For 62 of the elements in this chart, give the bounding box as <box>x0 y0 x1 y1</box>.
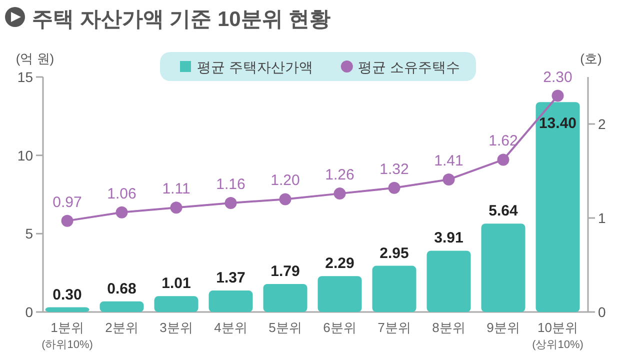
bar <box>263 284 308 312</box>
y2-axis-title: (호) <box>580 51 602 66</box>
bar <box>45 307 90 312</box>
point <box>497 154 510 166</box>
x-tick-label: 3분위 <box>160 320 193 335</box>
chart-title: 주택 자산가액 기준 10분위 현황 <box>32 8 331 31</box>
x-tick-label: 10분위 (상위10%) <box>532 320 584 351</box>
y-tick-label: 10 <box>17 147 34 164</box>
x-tick-label: 6분위 <box>323 320 356 335</box>
y-tick-label: 0 <box>25 304 34 320</box>
data-label: 0.68 <box>107 280 136 298</box>
point <box>552 90 564 102</box>
bar <box>536 102 580 312</box>
data-label: 1.11 <box>162 180 190 198</box>
data-label: 2.95 <box>380 244 409 262</box>
data-label: 1.20 <box>270 172 300 190</box>
point <box>442 173 455 186</box>
point <box>61 214 74 227</box>
data-label: 1.26 <box>325 166 354 184</box>
bar <box>208 290 253 312</box>
data-label: 3.91 <box>434 230 464 247</box>
x-tick-label: 9분위 <box>486 320 520 335</box>
bar <box>372 266 416 312</box>
y-tick-label: 15 <box>17 69 34 85</box>
point <box>279 193 292 206</box>
data-label: 1.06 <box>107 185 136 202</box>
point <box>116 206 128 218</box>
x-tick-label: 8분위 <box>432 320 466 335</box>
point <box>170 202 182 214</box>
point <box>224 196 237 209</box>
legend-label: 평균 소유주택수 <box>358 59 460 75</box>
x-tick-label: 2분위 <box>105 320 138 335</box>
data-label: 1.79 <box>270 262 300 280</box>
y-tick-label: 5 <box>25 226 34 242</box>
bar <box>100 301 144 312</box>
data-label: 0.97 <box>52 194 82 211</box>
data-label: 2.29 <box>325 255 354 272</box>
x-tick-label: 4분위 <box>214 320 248 335</box>
data-label: 1.01 <box>162 275 191 292</box>
y2-tick-label: 2 <box>598 116 606 132</box>
y2-tick-label: 1 <box>598 210 606 226</box>
data-label: 1.37 <box>216 270 246 287</box>
x-tick-label: 5분위 <box>268 320 302 335</box>
y2-tick-label: 0 <box>598 304 606 320</box>
point <box>334 188 346 200</box>
bar <box>426 250 471 312</box>
legend-label: 평균 주택자산가액 <box>197 59 313 75</box>
bar <box>481 224 526 312</box>
point <box>388 182 400 194</box>
data-label: 1.41 <box>434 152 464 170</box>
data-label: 0.30 <box>52 286 82 304</box>
x-tick-label: 1분위 (하위10%) <box>42 320 93 351</box>
data-label: 5.64 <box>488 202 518 220</box>
bar <box>154 296 198 312</box>
data-label: 1.16 <box>216 176 246 193</box>
data-label: 2.30 <box>543 68 572 86</box>
bar <box>318 276 362 312</box>
y-axis-title: (억 원) <box>16 51 54 66</box>
data-label: 1.32 <box>380 160 409 178</box>
data-label: 13.40 <box>538 115 577 132</box>
x-tick-label: 7분위 <box>378 320 411 335</box>
data-label: 1.62 <box>488 132 518 150</box>
